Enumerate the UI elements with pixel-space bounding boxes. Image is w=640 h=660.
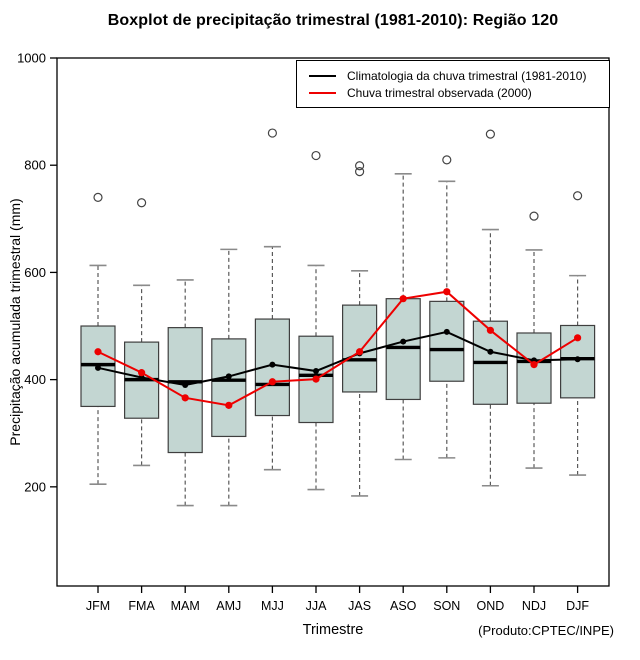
- climatology-point-FMA: [138, 374, 145, 381]
- footnote: (Produto:CPTEC/INPE): [478, 623, 614, 638]
- box-JAS: [342, 304, 378, 393]
- climatology-point-OND: [487, 348, 494, 355]
- legend-label: Chuva trimestral observada (2000): [347, 85, 532, 100]
- climatology-point-SON: [443, 328, 450, 335]
- outlier-JFM-0: [93, 192, 103, 202]
- x-tick-label-AMJ: AMJ: [216, 599, 241, 613]
- box-MAM: [167, 327, 203, 454]
- outlier-JAS-1: [355, 161, 365, 171]
- outlier-JAS-0: [355, 167, 365, 177]
- outlier-OND-0: [485, 129, 495, 139]
- observed-line-sample: [309, 91, 336, 94]
- observed-point-ASO: [399, 295, 407, 303]
- climatology-point-JJA: [313, 368, 319, 375]
- y-tick-label-400: 400: [24, 372, 46, 387]
- climatology-point-ASO: [400, 338, 407, 345]
- x-axis-title: Trimestre: [302, 622, 364, 638]
- climatology-point-MAM: [182, 381, 189, 388]
- observed-point-MAM: [181, 394, 189, 402]
- outlier-DJF-0: [572, 191, 583, 201]
- y-tick-label-1000: 1000: [17, 51, 46, 66]
- climatology-point-JFM: [95, 364, 101, 371]
- outlier-JJA-0: [311, 150, 321, 161]
- climatology-line: [97, 330, 578, 387]
- observed-point-SON: [443, 288, 451, 296]
- box-SON: [429, 300, 465, 382]
- x-tick-label-JFM: JFM: [86, 599, 110, 613]
- observed-line: [97, 290, 579, 407]
- outlier-FMA-0: [137, 198, 147, 208]
- climatology-point-MJJ: [269, 361, 276, 368]
- chart-title: Boxplot de precipitação trimestral (1981…: [107, 12, 559, 29]
- observed-point-DJF: [574, 334, 582, 342]
- x-tick-label-OND: OND: [477, 599, 505, 613]
- observed-point-MJJ: [268, 378, 276, 386]
- observed-point-JFM: [94, 348, 102, 356]
- legend-label: Climatologia da chuva trimestral (1981-2…: [347, 68, 587, 83]
- observed-point-NDJ: [530, 361, 538, 369]
- observed-point-AMJ: [225, 401, 233, 409]
- y-tick-label-600: 600: [24, 265, 46, 280]
- outlier-SON-0: [442, 155, 452, 165]
- x-tick-label-JAS: JAS: [348, 599, 371, 613]
- x-tick-label-DJF: DJF: [566, 599, 589, 613]
- y-tick-label-800: 800: [24, 158, 46, 173]
- legend: Climatologia da chuva trimestral (1981-2…: [296, 60, 610, 108]
- x-tick-label-MJJ: MJJ: [261, 599, 284, 613]
- x-tick-label-FMA: FMA: [128, 599, 155, 613]
- x-tick-label-JJA: JJA: [306, 599, 328, 613]
- y-tick-label-200: 200: [24, 479, 46, 494]
- x-tick-label-ASO: ASO: [390, 599, 417, 613]
- climatology-point-DJF: [574, 356, 581, 363]
- observed-point-FMA: [138, 369, 146, 377]
- legend-entry-climatology: Climatologia da chuva trimestral (1981-2…: [309, 69, 609, 83]
- climatology-point-AMJ: [225, 373, 232, 380]
- outlier-MJJ-0: [267, 128, 277, 138]
- plot-frame: [56, 57, 610, 587]
- observed-point-JAS: [356, 348, 364, 356]
- x-tick-label-NDJ: NDJ: [522, 599, 546, 613]
- legend-entry-observed: Chuva trimestral observada (2000): [309, 86, 609, 100]
- outlier-NDJ-0: [529, 211, 539, 221]
- observed-point-OND: [486, 326, 494, 334]
- x-tick-label-MAM: MAM: [171, 599, 200, 613]
- x-tick-label-SON: SON: [433, 599, 460, 613]
- observed-point-JJA: [312, 375, 320, 383]
- climatology-line-sample: [309, 74, 336, 77]
- box-AMJ: [211, 338, 247, 438]
